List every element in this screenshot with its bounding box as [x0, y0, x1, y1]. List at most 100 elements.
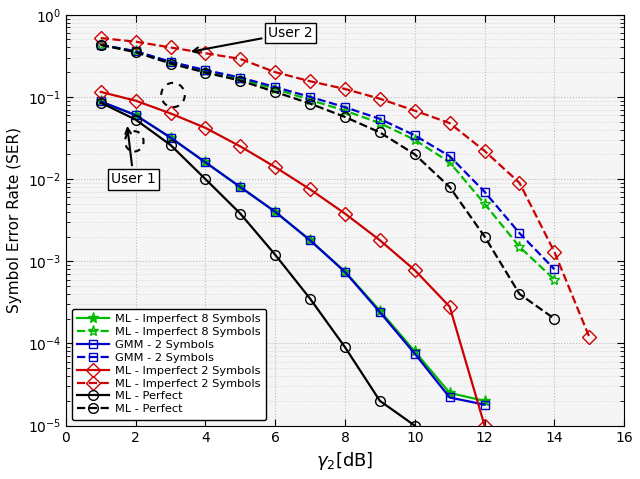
ML - Imperfect 2 Symbols — [97, 89, 104, 95]
ML - Imperfect 8 Symbols — [550, 277, 558, 283]
ML - Imperfect 2 Symbols — [132, 39, 140, 45]
GMM - 2 Symbols — [237, 184, 244, 190]
Y-axis label: Symbol Error Rate (SER): Symbol Error Rate (SER) — [7, 127, 22, 313]
Line: ML - Perfect: ML - Perfect — [96, 98, 420, 431]
ML - Imperfect 2 Symbols — [550, 249, 558, 255]
ML - Imperfect 8 Symbols — [132, 112, 140, 118]
ML - Imperfect 8 Symbols — [237, 76, 244, 82]
ML - Imperfect 2 Symbols — [586, 334, 593, 340]
ML - Perfect — [271, 252, 279, 258]
ML - Imperfect 2 Symbols — [516, 180, 524, 186]
GMM - 2 Symbols — [376, 309, 384, 315]
Line: GMM - 2 Symbols: GMM - 2 Symbols — [97, 97, 489, 409]
GMM - 2 Symbols — [166, 135, 174, 140]
ML - Imperfect 2 Symbols — [307, 186, 314, 192]
GMM - 2 Symbols — [307, 94, 314, 100]
ML - Imperfect 8 Symbols — [271, 209, 279, 215]
ML - Imperfect 2 Symbols — [97, 35, 104, 41]
ML - Imperfect 8 Symbols — [271, 86, 279, 92]
ML - Perfect — [411, 423, 419, 429]
Line: GMM - 2 Symbols: GMM - 2 Symbols — [97, 41, 559, 274]
ML - Perfect — [132, 117, 140, 123]
Line: ML - Perfect: ML - Perfect — [96, 40, 559, 324]
Text: User 1: User 1 — [111, 128, 156, 186]
ML - Imperfect 8 Symbols — [341, 269, 349, 274]
ML - Perfect — [202, 69, 209, 75]
ML - Imperfect 8 Symbols — [202, 68, 209, 74]
ML - Imperfect 2 Symbols — [376, 238, 384, 243]
ML - Imperfect 8 Symbols — [237, 184, 244, 190]
ML - Perfect — [341, 344, 349, 350]
ML - Imperfect 8 Symbols — [307, 238, 314, 243]
Line: ML - Imperfect 2 Symbols: ML - Imperfect 2 Symbols — [96, 33, 594, 342]
ML - Perfect — [307, 101, 314, 106]
ML - Perfect — [481, 234, 488, 240]
ML - Imperfect 2 Symbols — [341, 211, 349, 217]
ML - Imperfect 8 Symbols — [446, 390, 454, 396]
ML - Imperfect 2 Symbols — [341, 86, 349, 92]
GMM - 2 Symbols — [376, 116, 384, 122]
ML - Imperfect 8 Symbols — [411, 349, 419, 354]
ML - Imperfect 8 Symbols — [97, 99, 104, 104]
ML - Imperfect 2 Symbols — [132, 98, 140, 103]
GMM - 2 Symbols — [550, 266, 558, 272]
ML - Imperfect 8 Symbols — [481, 201, 488, 207]
ML - Imperfect 2 Symbols — [376, 96, 384, 102]
ML - Imperfect 2 Symbols — [166, 111, 174, 116]
GMM - 2 Symbols — [481, 402, 488, 408]
GMM - 2 Symbols — [202, 67, 209, 73]
GMM - 2 Symbols — [237, 75, 244, 80]
ML - Imperfect 8 Symbols — [446, 160, 454, 165]
ML - Imperfect 8 Symbols — [341, 108, 349, 114]
GMM - 2 Symbols — [271, 209, 279, 215]
ML - Imperfect 8 Symbols — [516, 244, 524, 250]
GMM - 2 Symbols — [97, 99, 104, 104]
X-axis label: $\gamma_2$[dB]: $\gamma_2$[dB] — [316, 450, 374, 472]
GMM - 2 Symbols — [446, 153, 454, 159]
Line: ML - Imperfect 8 Symbols: ML - Imperfect 8 Symbols — [95, 96, 490, 407]
ML - Perfect — [341, 114, 349, 120]
ML - Perfect — [237, 78, 244, 83]
ML - Perfect — [97, 100, 104, 105]
GMM - 2 Symbols — [411, 351, 419, 356]
GMM - 2 Symbols — [97, 42, 104, 48]
GMM - 2 Symbols — [271, 84, 279, 90]
GMM - 2 Symbols — [341, 269, 349, 275]
Text: User 2: User 2 — [193, 26, 313, 53]
ML - Imperfect 2 Symbols — [411, 267, 419, 273]
ML - Imperfect 2 Symbols — [481, 423, 488, 429]
Line: ML - Imperfect 2 Symbols: ML - Imperfect 2 Symbols — [96, 87, 490, 431]
ML - Perfect — [97, 42, 104, 48]
GMM - 2 Symbols — [132, 112, 140, 118]
GMM - 2 Symbols — [132, 48, 140, 54]
GMM - 2 Symbols — [307, 238, 314, 243]
ML - Imperfect 8 Symbols — [166, 59, 174, 65]
ML - Imperfect 2 Symbols — [237, 144, 244, 149]
GMM - 2 Symbols — [481, 189, 488, 194]
GMM - 2 Symbols — [446, 395, 454, 400]
GMM - 2 Symbols — [341, 104, 349, 110]
ML - Imperfect 2 Symbols — [446, 120, 454, 126]
ML - Imperfect 2 Symbols — [307, 79, 314, 84]
ML - Perfect — [307, 296, 314, 302]
ML - Imperfect 2 Symbols — [166, 45, 174, 50]
ML - Perfect — [376, 129, 384, 135]
ML - Perfect — [132, 49, 140, 55]
ML - Imperfect 2 Symbols — [271, 69, 279, 75]
ML - Imperfect 8 Symbols — [376, 120, 384, 126]
ML - Perfect — [271, 89, 279, 95]
GMM - 2 Symbols — [516, 230, 524, 236]
ML - Perfect — [166, 142, 174, 148]
ML - Perfect — [376, 398, 384, 404]
ML - Perfect — [166, 61, 174, 67]
GMM - 2 Symbols — [411, 133, 419, 138]
ML - Perfect — [237, 211, 244, 217]
ML - Imperfect 8 Symbols — [97, 42, 104, 48]
ML - Imperfect 8 Symbols — [376, 308, 384, 314]
ML - Imperfect 8 Symbols — [166, 135, 174, 140]
ML - Imperfect 2 Symbols — [411, 108, 419, 114]
GMM - 2 Symbols — [202, 160, 209, 165]
ML - Perfect — [202, 176, 209, 182]
ML - Imperfect 8 Symbols — [481, 398, 488, 404]
Line: ML - Imperfect 8 Symbols: ML - Imperfect 8 Symbols — [95, 39, 560, 285]
